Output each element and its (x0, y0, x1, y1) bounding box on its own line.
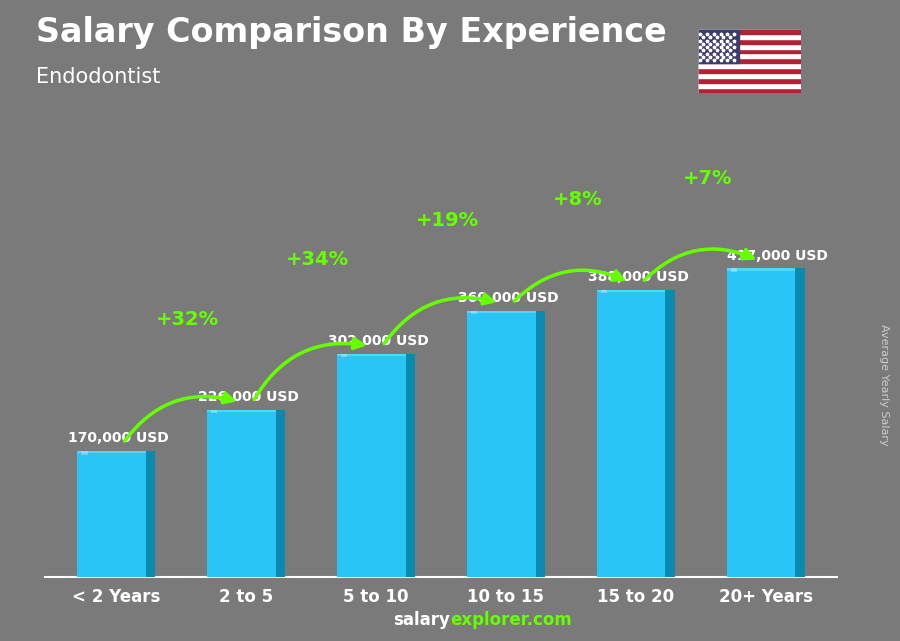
Bar (406, 354, 415, 577)
Bar (597, 290, 665, 577)
Text: 226,000 USD: 226,000 USD (198, 390, 299, 404)
Bar (146, 451, 156, 577)
Bar (338, 354, 406, 356)
Bar (698, 49, 801, 53)
Bar (338, 354, 406, 577)
Text: 302,000 USD: 302,000 USD (328, 334, 428, 348)
Bar (698, 83, 801, 88)
Bar (698, 29, 801, 34)
Bar (698, 34, 801, 38)
Bar (698, 44, 801, 49)
Bar (77, 451, 146, 453)
Bar (207, 410, 275, 577)
Text: +34%: +34% (286, 250, 349, 269)
Bar (726, 269, 796, 271)
Bar (275, 410, 285, 577)
Text: explorer.com: explorer.com (450, 612, 572, 629)
Bar (600, 290, 607, 294)
Text: Endodontist: Endodontist (36, 67, 160, 87)
Text: Salary Comparison By Experience: Salary Comparison By Experience (36, 16, 667, 49)
Bar (207, 410, 275, 412)
Bar (698, 38, 801, 44)
Text: 388,000 USD: 388,000 USD (588, 270, 688, 284)
Bar (796, 269, 805, 577)
Bar (341, 354, 347, 357)
Bar (698, 63, 801, 69)
Bar (698, 78, 801, 83)
Text: 170,000 USD: 170,000 USD (68, 431, 169, 445)
Bar (81, 451, 87, 454)
Bar (726, 269, 796, 577)
Bar (467, 311, 536, 313)
Bar (77, 451, 146, 577)
Text: +32%: +32% (157, 310, 220, 329)
Text: +19%: +19% (416, 211, 479, 230)
Text: Average Yearly Salary: Average Yearly Salary (878, 324, 889, 445)
Text: 360,000 USD: 360,000 USD (458, 291, 559, 305)
Text: +7%: +7% (682, 169, 732, 188)
Bar (698, 73, 801, 78)
Bar (698, 69, 801, 73)
Bar (698, 29, 739, 63)
Text: 417,000 USD: 417,000 USD (726, 249, 827, 263)
Bar (471, 311, 477, 314)
Bar (698, 88, 801, 93)
Text: salary: salary (393, 612, 450, 629)
Bar (212, 410, 218, 413)
Bar (536, 311, 544, 577)
Bar (597, 290, 665, 292)
Bar (665, 290, 675, 577)
Bar (698, 58, 801, 63)
Text: +8%: +8% (553, 190, 602, 209)
Bar (467, 311, 536, 577)
Bar (698, 53, 801, 58)
Bar (731, 269, 737, 272)
